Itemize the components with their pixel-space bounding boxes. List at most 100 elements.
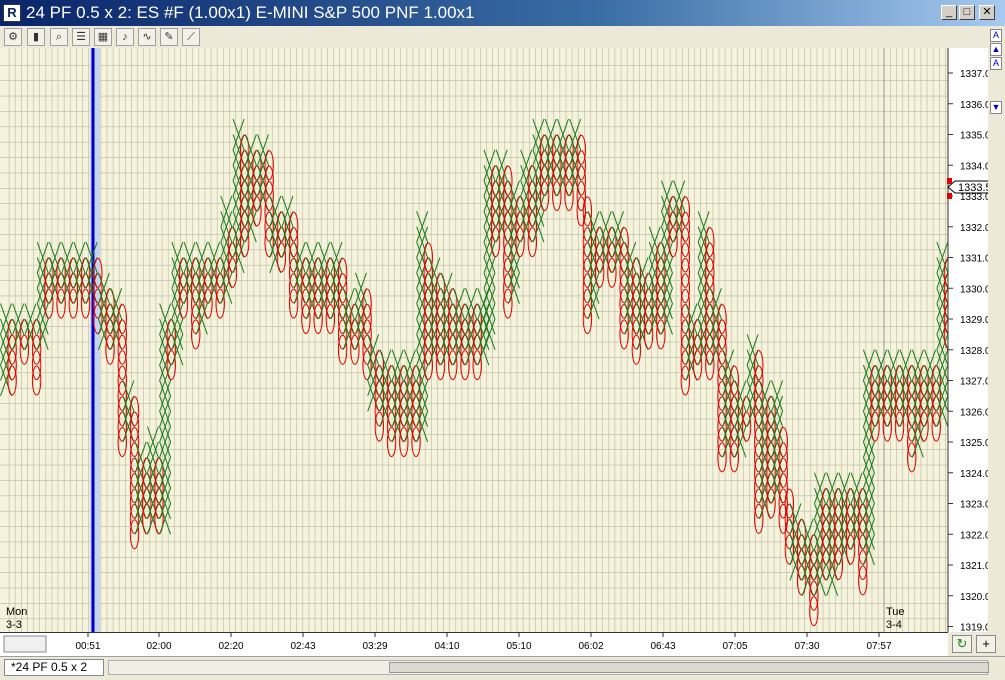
o-mark [215, 273, 225, 304]
o-mark [423, 350, 433, 381]
o-mark [680, 288, 691, 319]
o-mark [191, 319, 201, 350]
x-mark [483, 257, 496, 289]
o-mark [503, 242, 513, 273]
o-mark [166, 350, 176, 381]
x-mark [403, 349, 416, 381]
chart-window-icon[interactable]: ▦ [94, 28, 112, 46]
time-tick-label: 03:29 [362, 641, 387, 652]
x-mark [722, 349, 735, 381]
o-mark [337, 334, 348, 365]
scroll-thumb[interactable] [389, 662, 989, 673]
o-mark [692, 334, 703, 365]
maximize-button[interactable]: □ [959, 5, 975, 20]
pnf-column [833, 488, 844, 580]
pnf-chart[interactable]: 1337.00 1336.00 1335.00 1334.00 1333.00 1332.… [0, 48, 988, 632]
o-mark [717, 365, 727, 396]
o-mark [7, 350, 17, 381]
o-mark [423, 242, 433, 273]
o-mark [582, 227, 593, 258]
x-mark [507, 257, 520, 289]
scroll-up-button[interactable]: ▲ [990, 43, 1002, 56]
drawing-icon[interactable]: ✎ [160, 28, 178, 46]
x-mark [416, 226, 429, 258]
o-mark [631, 319, 642, 350]
gear-icon[interactable]: ⚙ [4, 28, 22, 46]
price-tick-label: 1326.00 [960, 407, 988, 418]
x-mark [159, 380, 172, 412]
o-mark [288, 242, 299, 273]
pnf-column [350, 304, 360, 365]
close-button[interactable]: ✕ [979, 5, 995, 20]
o-mark [239, 181, 250, 211]
o-mark [264, 211, 274, 242]
o-mark [796, 565, 807, 596]
o-mark [564, 181, 574, 211]
pnf-column [784, 488, 795, 565]
price-tick-label: 1327.00 [960, 377, 988, 388]
pnf-column [252, 150, 262, 227]
bar-chart-icon[interactable]: ▮ [27, 28, 45, 46]
zoom-icon[interactable]: ⌕ [50, 28, 68, 46]
pnf-column [166, 319, 176, 381]
pnf-column [386, 365, 397, 457]
o-mark [117, 380, 127, 411]
o-mark [252, 196, 262, 227]
trendline-icon[interactable]: ⟋ [182, 28, 200, 46]
o-mark [239, 134, 250, 165]
app-logo-icon[interactable]: R [3, 4, 21, 22]
x-mark [367, 334, 380, 366]
o-mark [643, 319, 654, 350]
o-mark [503, 227, 513, 258]
x-mark [911, 349, 924, 381]
tab-active-chart[interactable]: *24 PF 0.5 x 2 [4, 659, 104, 676]
add-panel-button[interactable]: + [976, 635, 996, 653]
study-icon[interactable]: ∿ [138, 28, 156, 46]
o-mark [472, 334, 482, 365]
time-axis-box[interactable] [3, 635, 47, 653]
o-mark [931, 380, 941, 411]
x-mark [465, 288, 478, 320]
x-mark [862, 487, 875, 520]
x-mark [520, 149, 533, 181]
o-mark [191, 273, 201, 304]
horizontal-scrollbar[interactable] [108, 660, 989, 675]
o-mark [754, 365, 764, 396]
o-mark [374, 396, 385, 427]
o-mark [288, 211, 299, 242]
scale-toggle-a-button-2[interactable]: A [990, 57, 1002, 70]
o-mark [448, 288, 458, 319]
o-mark [411, 365, 421, 396]
o-mark [539, 181, 550, 211]
o-mark [754, 411, 764, 442]
x-mark [416, 380, 429, 412]
o-mark [766, 396, 776, 427]
o-mark [264, 165, 274, 196]
o-mark [129, 519, 140, 550]
x-mark [477, 334, 490, 366]
list-icon[interactable]: ☰ [72, 28, 90, 46]
alert-bell-icon[interactable]: ♪ [116, 28, 134, 46]
o-mark [337, 273, 348, 304]
time-tick-label: 06:02 [578, 641, 603, 652]
scale-toggle-a-button[interactable]: A [990, 29, 1002, 42]
x-mark [36, 303, 49, 335]
refresh-icon[interactable]: ↻ [952, 635, 972, 653]
o-mark [264, 227, 274, 258]
o-mark [539, 134, 550, 165]
o-mark [894, 396, 905, 427]
o-mark [7, 365, 17, 396]
o-mark [325, 273, 336, 304]
pnf-column [680, 196, 691, 396]
o-mark [527, 165, 538, 196]
x-mark [220, 272, 233, 304]
o-mark [778, 488, 788, 519]
o-mark [619, 257, 629, 288]
o-mark [31, 350, 42, 381]
o-mark [399, 380, 409, 411]
x-mark [936, 334, 949, 366]
x-mark [452, 288, 465, 320]
minimize-button[interactable]: _ [941, 5, 957, 20]
scroll-down-button[interactable]: ▼ [990, 101, 1002, 114]
o-mark [93, 288, 103, 319]
